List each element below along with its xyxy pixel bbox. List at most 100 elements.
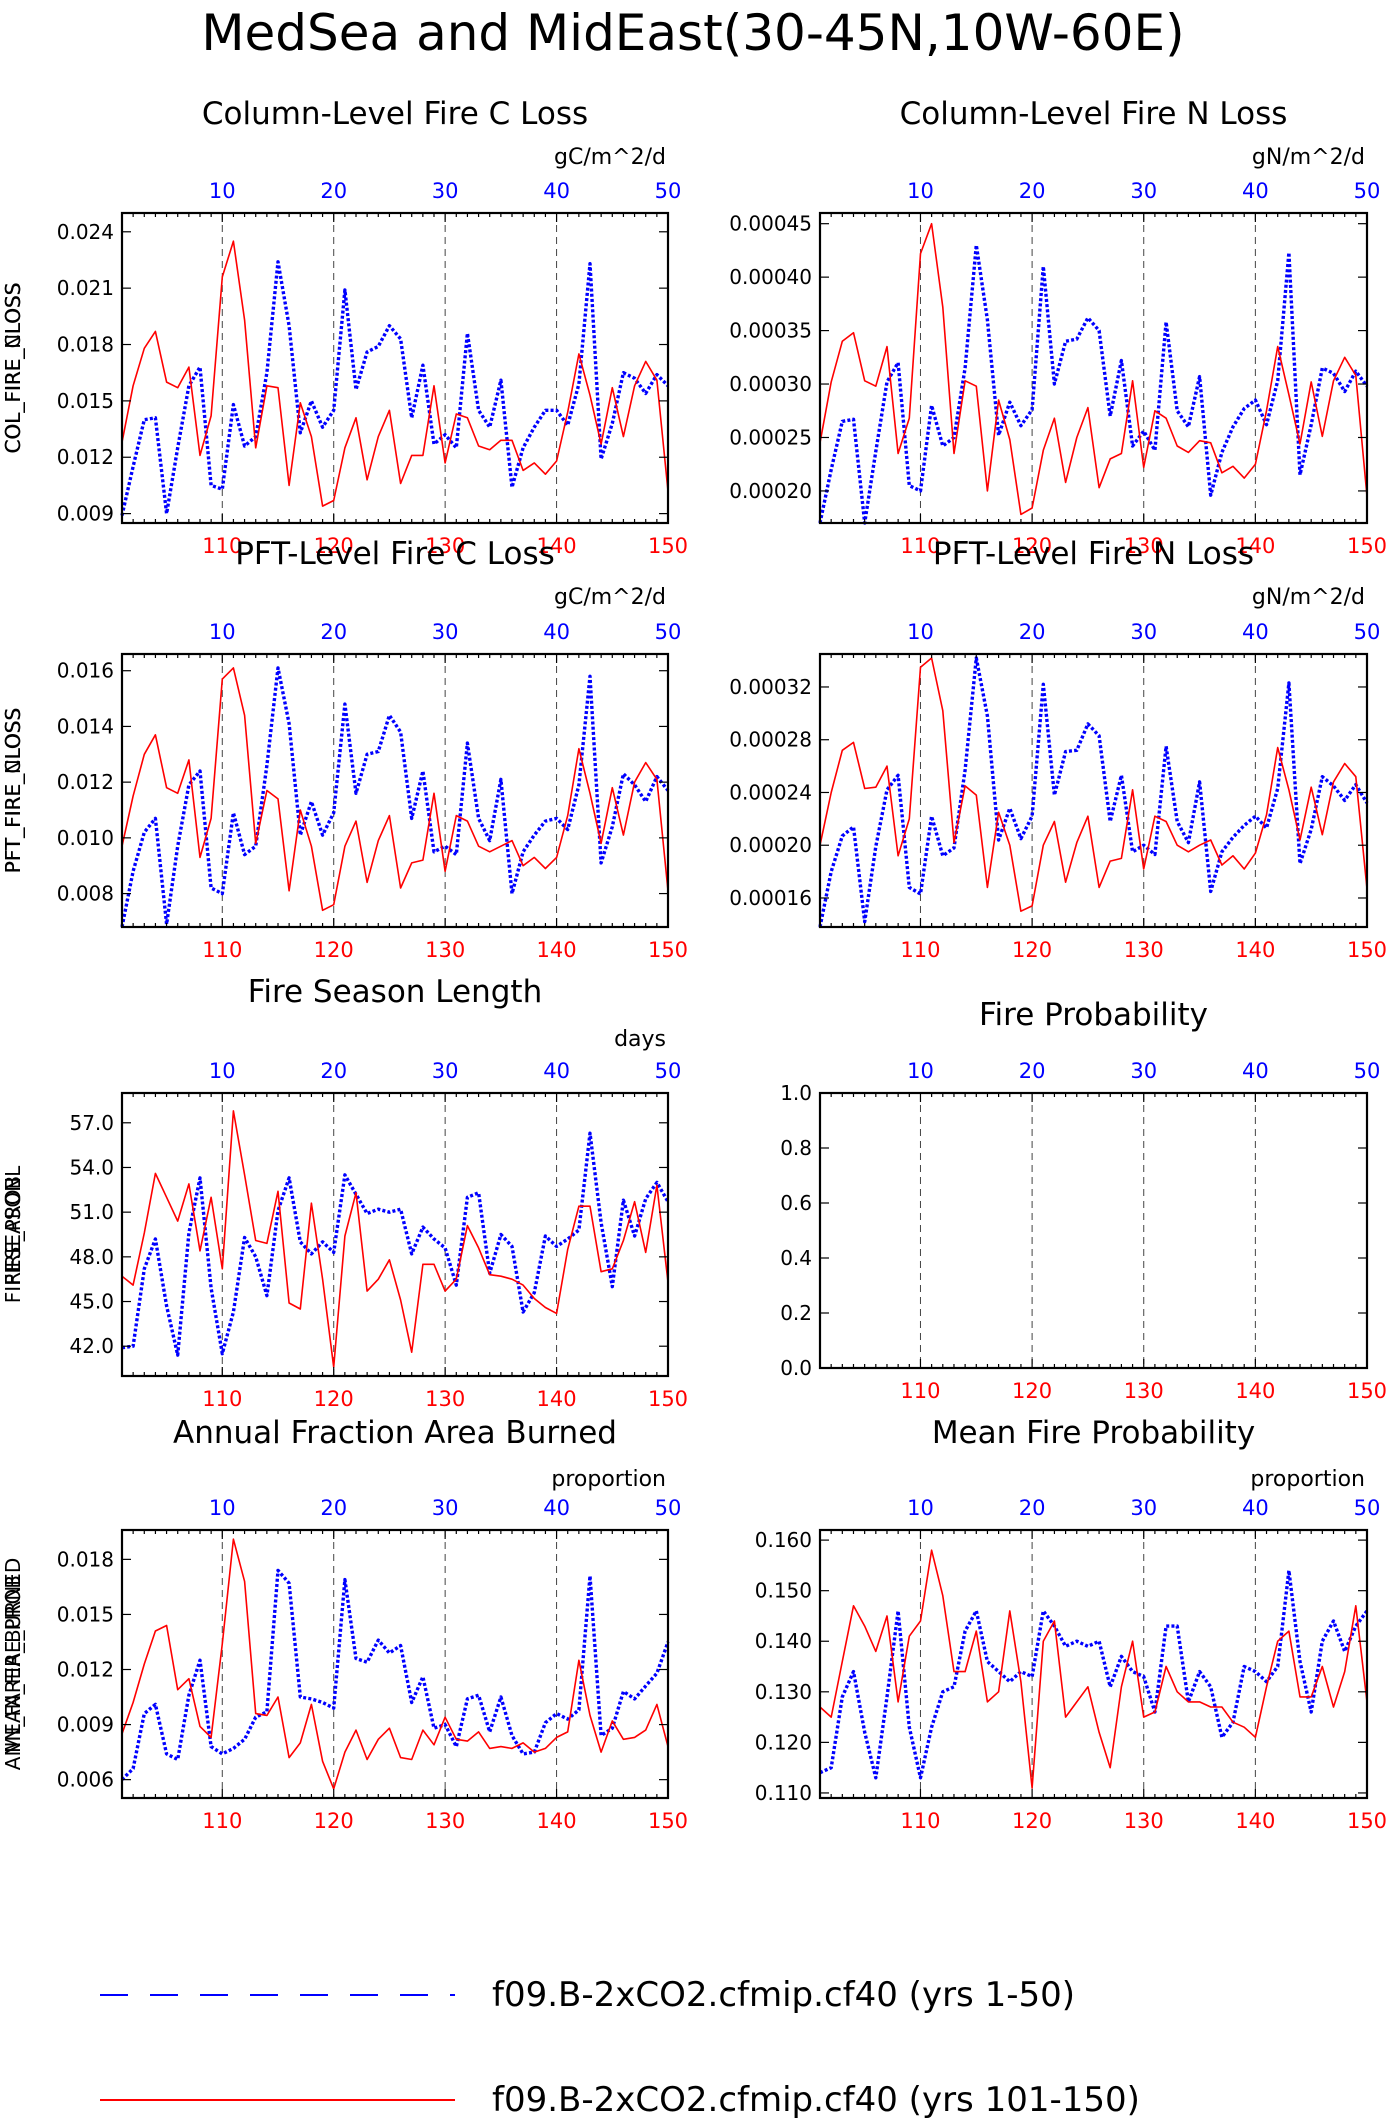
y-tick-label: 42.0 xyxy=(69,1334,114,1358)
x-top-tick-label: 10 xyxy=(907,1059,934,1083)
y-tick-label: 0.018 xyxy=(57,333,114,357)
x-top-tick-label: 20 xyxy=(320,1496,347,1520)
y-axis-label: COL_FIRE_NLOSS xyxy=(1,282,25,453)
x-top-tick-label: 20 xyxy=(320,179,347,203)
y-tick-label: 48.0 xyxy=(69,1245,114,1269)
series-line-yrs-1-50 xyxy=(120,1568,670,1781)
y-tick-label: 0.2 xyxy=(780,1301,812,1325)
x-top-tick-label: 10 xyxy=(907,179,934,203)
x-top-tick-label: 40 xyxy=(543,620,570,644)
legend: f09.B-2xCO2.cfmip.cf40 (yrs 1-50) f09.B-… xyxy=(100,1975,1140,2120)
x-top-tick-label: 50 xyxy=(1354,1059,1381,1083)
series-line-yrs-1-50 xyxy=(120,666,670,928)
x-tick-label: 150 xyxy=(1347,938,1386,962)
x-tick-label: 130 xyxy=(1124,1379,1164,1403)
y-tick-label: 0.8 xyxy=(780,1136,812,1160)
y-tick-label: 0.140 xyxy=(755,1629,812,1653)
x-tick-label: 140 xyxy=(537,1809,577,1833)
y-tick-label: 0.008 xyxy=(57,882,114,906)
legend-label-red: f09.B-2xCO2.cfmip.cf40 (yrs 101-150) xyxy=(492,2080,1140,2120)
y-tick-label: 0.021 xyxy=(57,276,114,300)
y-axis-label: FIRE_PROB xyxy=(1,1176,25,1285)
x-tick-label: 140 xyxy=(1235,1379,1275,1403)
x-top-tick-label: 30 xyxy=(432,620,459,644)
x-tick-label: 110 xyxy=(900,534,940,558)
y-tick-label: 0.150 xyxy=(755,1579,812,1603)
series-line-yrs-101-150 xyxy=(121,1538,669,1790)
x-tick-label: 150 xyxy=(1347,1809,1386,1833)
x-tick-label: 120 xyxy=(1012,1809,1052,1833)
x-top-tick-label: 10 xyxy=(209,1496,236,1520)
chart-panel-4: PFT-Level Fire N Loss gN/m^2/d PFT_FIRE_NL… xyxy=(1,536,1386,962)
y-tick-label: 0.00030 xyxy=(729,372,812,396)
y-tick-label: 0.00028 xyxy=(729,728,812,752)
chart-title: Column-Level Fire N Loss xyxy=(900,96,1288,132)
series-line-yrs-1-50 xyxy=(120,260,670,516)
y-tick-label: 0.00040 xyxy=(729,265,812,289)
y-tick-label: 0.010 xyxy=(57,826,114,850)
chart-panels: Column-Level Fire C Loss gC/m^2/d COL_FIRE… xyxy=(1,96,1386,1833)
x-top-tick-label: 30 xyxy=(1130,1496,1157,1520)
x-tick-label: 140 xyxy=(537,1387,577,1411)
x-tick-label: 110 xyxy=(202,534,242,558)
x-top-tick-label: 30 xyxy=(432,1059,459,1083)
chart-title: Mean Fire Probability xyxy=(932,1415,1255,1451)
x-top-tick-label: 50 xyxy=(655,620,682,644)
y-tick-label: 57.0 xyxy=(69,1111,114,1135)
x-tick-label: 110 xyxy=(900,1379,940,1403)
x-tick-label: 140 xyxy=(537,534,577,558)
y-tick-label: 0.015 xyxy=(57,1602,114,1626)
y-tick-label: 0.130 xyxy=(755,1680,812,1704)
x-tick-label: 140 xyxy=(1235,938,1275,962)
series-line-yrs-101-150 xyxy=(121,240,669,507)
x-top-tick-label: 50 xyxy=(655,179,682,203)
x-tick-label: 130 xyxy=(1124,1809,1164,1833)
series-line-yrs-1-50 xyxy=(818,656,1369,928)
x-tick-label: 130 xyxy=(425,938,465,962)
chart-title: PFT-Level Fire C Loss xyxy=(235,536,555,572)
x-tick-label: 120 xyxy=(1012,1379,1052,1403)
x-top-tick-label: 20 xyxy=(320,620,347,644)
x-tick-label: 150 xyxy=(648,1809,688,1833)
chart-panel-1: Column-Level Fire C Loss gC/m^2/d COL_FIRE… xyxy=(1,96,688,558)
plot-frame xyxy=(120,211,670,525)
x-tick-label: 150 xyxy=(648,1387,688,1411)
chart-panel-3: PFT-Level Fire C Loss gC/m^2/d PFT_FIRE_CL… xyxy=(1,536,688,962)
y-tick-label: 0.012 xyxy=(57,445,114,469)
y-tick-label: 0.00020 xyxy=(729,833,812,857)
x-top-tick-label: 50 xyxy=(655,1059,682,1083)
units-label: proportion xyxy=(1250,1467,1365,1492)
x-top-tick-label: 30 xyxy=(1130,620,1157,644)
y-tick-label: 0.012 xyxy=(57,1658,114,1682)
y-tick-label: 0.00020 xyxy=(729,479,812,503)
x-top-tick-label: 10 xyxy=(209,179,236,203)
y-axis-label: ANN_FAREA_BURNED xyxy=(1,1558,25,1770)
x-tick-label: 140 xyxy=(1235,534,1275,558)
y-tick-label: 0.00024 xyxy=(729,780,812,804)
chart-panel-7: Annual Fraction Area Burned proportion ANN… xyxy=(1,1415,688,1833)
x-top-tick-label: 40 xyxy=(1242,1496,1269,1520)
units-label: gN/m^2/d xyxy=(1252,145,1365,170)
x-tick-label: 110 xyxy=(202,938,242,962)
series-line-yrs-1-50 xyxy=(819,1568,1369,1780)
x-top-tick-label: 10 xyxy=(209,1059,236,1083)
y-tick-label: 0.014 xyxy=(57,714,114,738)
series-line-yrs-101-150 xyxy=(121,667,669,912)
x-top-tick-label: 20 xyxy=(1019,620,1046,644)
figure-title: MedSea and MidEast(30-45N,10W-60E) xyxy=(201,4,1184,62)
x-tick-label: 150 xyxy=(648,534,688,558)
y-tick-label: 51.0 xyxy=(69,1200,114,1224)
x-tick-label: 130 xyxy=(1124,938,1164,962)
plot-frame xyxy=(818,211,1369,525)
units-label: gC/m^2/d xyxy=(554,585,666,610)
chart-panel-5: Fire Season Length days FIRESEASONL 110 120 1… xyxy=(1,974,688,1411)
x-tick-label: 120 xyxy=(314,1809,354,1833)
y-axis-label: MEAN_FIRE_PROB xyxy=(1,1575,25,1753)
x-tick-label: 120 xyxy=(1012,938,1052,962)
x-top-tick-label: 10 xyxy=(209,620,236,644)
y-tick-label: 0.110 xyxy=(755,1781,812,1805)
x-top-tick-label: 20 xyxy=(1019,1059,1046,1083)
chart-panel-6: Fire Probability FIRE_PROB 110 120 130 140 150… xyxy=(1,997,1386,1403)
x-top-tick-label: 40 xyxy=(1242,1059,1269,1083)
x-tick-label: 120 xyxy=(1012,534,1052,558)
